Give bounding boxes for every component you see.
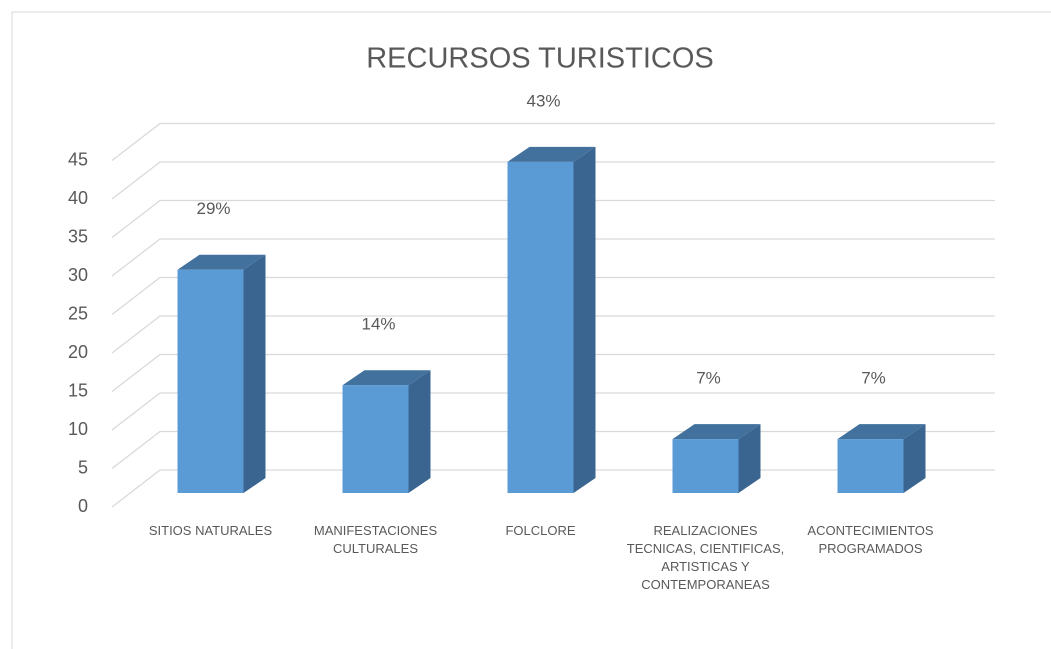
- grid-line: [111, 122, 995, 162]
- grid-line: [111, 353, 995, 393]
- grid-line: [111, 238, 995, 277]
- bar: [177, 269, 244, 493]
- y-tick-label: 20: [68, 342, 88, 362]
- bar-top: [672, 424, 761, 440]
- chart-border: [11, 11, 1051, 649]
- grid-line: [111, 161, 995, 200]
- chart-title: RECURSOS TURISTICOS: [366, 43, 714, 75]
- y-tick-label: 30: [68, 265, 88, 285]
- bar: [672, 439, 739, 493]
- y-tick-label: 5: [78, 457, 88, 477]
- bar-side: [573, 146, 596, 493]
- grid-line: [111, 315, 995, 354]
- x-tick-label: ACONTECIMIENTOS PROGRAMADOS: [807, 523, 934, 556]
- bar-top: [837, 424, 926, 440]
- y-tick-label: 35: [68, 226, 88, 246]
- bar-top: [507, 146, 596, 162]
- data-label: 43%: [526, 91, 560, 110]
- x-tick-label: MANIFESTACIONES CULTURALES: [313, 523, 438, 556]
- bar-side: [408, 370, 431, 493]
- grid-line: [111, 276, 995, 316]
- grid-line: [111, 199, 995, 239]
- bar-side: [903, 424, 926, 493]
- x-tick-label: FOLCLORE: [505, 523, 576, 538]
- bar-top: [342, 370, 431, 386]
- bar: [507, 161, 574, 493]
- bar: [342, 385, 409, 493]
- bar-side: [738, 424, 761, 493]
- y-tick-label: 15: [68, 380, 88, 400]
- y-tick-label: 10: [68, 419, 88, 439]
- y-tick-label: 40: [68, 188, 88, 208]
- data-label: 7%: [696, 369, 721, 388]
- grid-line: [111, 392, 995, 431]
- data-label: 29%: [196, 199, 230, 218]
- data-label: 7%: [861, 369, 886, 388]
- y-tick-label: 45: [68, 149, 88, 169]
- x-tick-label: SITIOS NATURALES: [148, 523, 273, 538]
- y-tick-label: 25: [68, 303, 88, 323]
- bar-side: [243, 254, 266, 493]
- y-tick-label: 0: [78, 496, 88, 516]
- bar: [837, 439, 904, 493]
- x-tick-label: REALIZACIONES TECNICAS, CIENTIFICAS, ART…: [626, 523, 785, 592]
- data-label: 14%: [361, 315, 395, 334]
- bar-top: [177, 254, 266, 270]
